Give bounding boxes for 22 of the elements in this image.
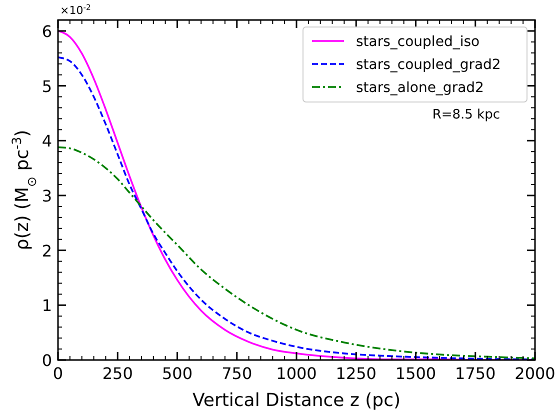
legend-label: stars_alone_grad2 [356,80,484,96]
x-tick-label: 750 [222,364,252,383]
x-tick-label: 1500 [395,364,436,383]
line-series [58,146,535,360]
x-tick-label: 1000 [276,364,317,383]
x-tick-label: 2000 [514,364,556,383]
legend-label: stars_coupled_iso [356,34,480,50]
x-tick-label: 1250 [336,364,376,383]
y-tick-label: 3 [42,186,52,206]
annotation: R=8.5 kpc [432,108,500,123]
y-tick-label: 6 [42,22,52,41]
y-tick-label: 0 [42,351,52,370]
x-axis-title: Vertical Distance z (pc) [192,390,401,411]
x-tick-label: 1750 [455,364,496,383]
x-tick-label: 250 [102,364,133,383]
y-tick-label: 1 [42,296,52,316]
y-tick-label: 4 [42,132,52,151]
y-tick-label: 5 [42,76,52,96]
legend-label: stars_coupled_grad2 [356,57,501,73]
text: ×10$^{-2}$ [60,2,91,17]
x-tick-label: 500 [162,364,193,383]
y-tick-label: 2 [42,241,52,260]
